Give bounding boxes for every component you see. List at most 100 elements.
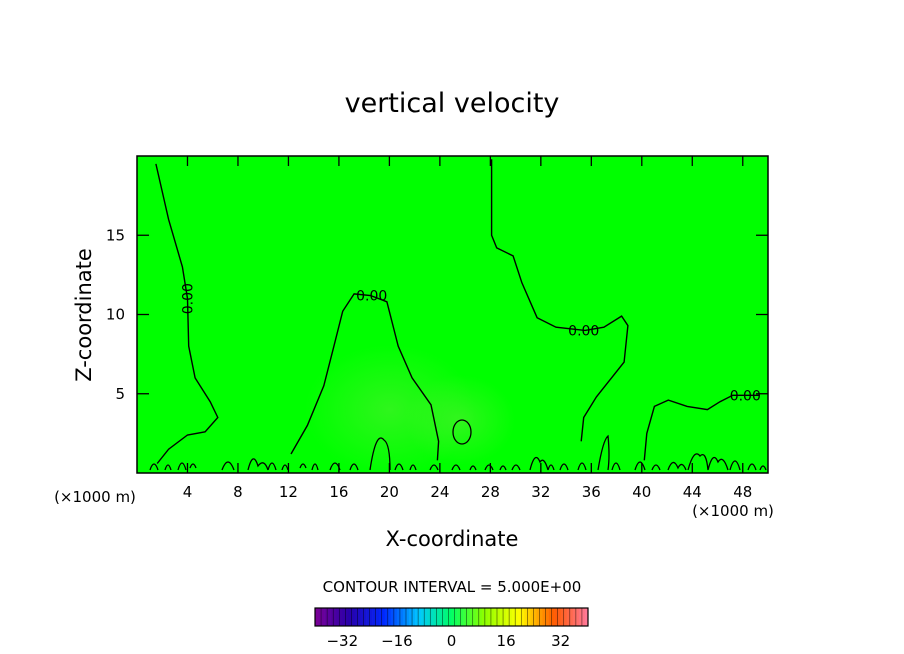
colorbar-cell [575,608,580,626]
contour-interval-text: CONTOUR INTERVAL = 5.000E+00 [323,578,582,596]
colorbar-cell [369,608,373,626]
colorbar-cell [418,608,422,626]
colorbar-cell [506,608,510,626]
x-unit-label: (×1000 m) [692,502,774,520]
contour-label: 0.00 [568,323,599,339]
colorbar-cell [578,608,583,626]
colorbar-cell [345,608,349,626]
x-tick-label: 20 [380,483,399,501]
x-tick-label: 44 [683,483,702,501]
colorbar-cell [360,608,364,626]
colorbar-cell [396,608,401,626]
colorbar-cell [515,608,519,626]
contour-labels: 0.00 0.00 0.00 0.00 [180,283,760,404]
colorbar-cell [566,608,571,626]
colorbar-cell [493,608,498,626]
colorbar-cell [551,608,555,626]
colorbar-cell [539,608,543,626]
x-tick-label: 12 [279,483,298,501]
colorbar-cell [478,608,483,626]
y-axis-title: Z-coordinate [72,248,96,382]
colorbar-cell [327,608,331,626]
colorbar-cell [524,608,528,626]
colorbar-cell [409,608,413,626]
colorbar-cell [390,608,395,626]
colorbar [314,607,589,627]
colorbar-cell [357,608,361,626]
contour-line [290,293,440,461]
colorbar-cell [557,608,561,626]
contour-label: 0.00 [356,288,387,304]
colorbar-cell [421,608,425,626]
colorbar-cell [569,608,574,626]
colorbar-cell [393,608,398,626]
colorbar-cell [487,608,492,626]
colorbar-cell [439,608,443,626]
surface-contours [149,419,767,471]
x-tick-label: 16 [329,483,348,501]
x-axis: 4 8 12 16 20 24 28 32 36 40 44 48 [183,156,752,501]
colorbar-cell [521,608,525,626]
colorbar-cell [399,608,404,626]
contour-lines [155,159,760,464]
colorbar-ticks: −32 −16 0 16 32 [326,632,570,650]
colorbar-cell [560,608,565,626]
colorbar-cell [330,608,334,626]
x-tick-label: 8 [233,483,243,501]
colorbar-cell [572,608,577,626]
colorbar-cell [324,608,328,626]
x-tick-label: 40 [632,483,651,501]
colorbar-cell [448,608,452,626]
colorbar-cell [381,608,386,626]
colorbar-cell [454,608,458,626]
field-shading [305,345,515,473]
colorbar-cell [548,608,552,626]
colorbar-cell [460,608,464,626]
colorbar-cell [348,608,352,626]
colorbar-cell [363,608,367,626]
colorbar-cell [533,608,537,626]
colorbar-cell [375,608,379,626]
x-tick-label: 4 [183,483,193,501]
colorbar-cell [563,608,568,626]
colorbar-cell [442,608,446,626]
colorbar-cell [500,608,504,626]
x-axis-title: X-coordinate [386,527,519,551]
x-tick-label: 48 [733,483,752,501]
colorbar-cell [387,608,392,626]
colorbar-cell [415,608,419,626]
colorbar-cell [339,608,343,626]
colorbar-cell [333,608,337,626]
colorbar-cell [554,608,558,626]
contour-line [155,163,219,464]
colorbar-cell [481,608,486,626]
colorbar-cell [427,608,431,626]
x-tick-label: 36 [582,483,601,501]
y-tick-label: 15 [106,226,125,244]
colorbar-cell [445,608,449,626]
colorbar-cell [472,608,477,626]
x-tick-label: 24 [430,483,449,501]
colorbar-cell [469,608,474,626]
colorbar-cell [430,608,434,626]
colorbar-tick-label: −32 [326,632,358,650]
colorbar-cell [490,608,495,626]
chart-title: vertical velocity [345,88,560,119]
x-tick-label: 32 [531,483,550,501]
colorbar-cell [497,608,501,626]
colorbar-frame [314,607,589,627]
colorbar-tick-label: −16 [381,632,413,650]
colorbar-cell [433,608,437,626]
y-tick-label: 10 [106,306,125,324]
colorbar-cell [512,608,516,626]
colorbar-cell [412,608,416,626]
colorbar-cell [527,608,531,626]
colorbar-cell [378,608,383,626]
colorbar-cell [372,608,376,626]
colorbar-cell [451,608,455,626]
colorbar-tick-label: 32 [551,632,570,650]
colorbar-cell [436,608,440,626]
y-unit-label: (×1000 m) [54,488,136,506]
colorbar-cell [321,608,325,626]
colorbar-cell [509,608,513,626]
